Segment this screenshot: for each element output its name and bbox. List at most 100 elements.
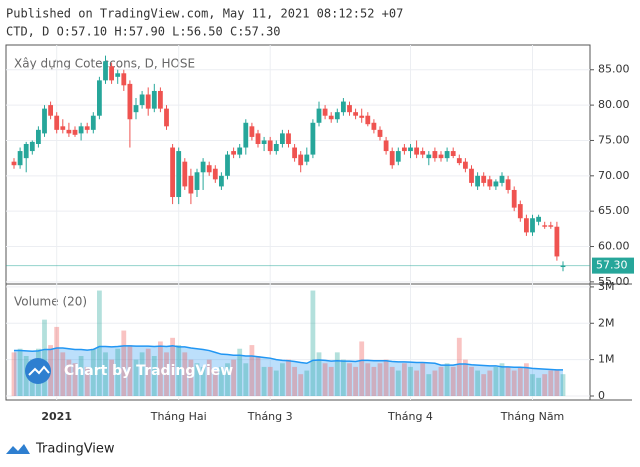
volume-bar	[267, 366, 273, 396]
volume-bar	[109, 359, 114, 396]
volume-bar	[414, 370, 419, 396]
x-tick-label: 2021	[41, 410, 72, 423]
volume-bar	[286, 359, 291, 396]
candle-body	[36, 129, 41, 144]
volume-bar	[554, 370, 560, 396]
candle-body	[60, 126, 66, 130]
volume-bar	[371, 366, 377, 396]
candle-body	[267, 140, 273, 152]
volume-bar	[463, 359, 468, 396]
candle-body	[78, 126, 84, 134]
volume-bar	[389, 366, 395, 396]
volume-bar	[420, 363, 426, 396]
candle-body	[426, 154, 432, 159]
candle-body	[188, 175, 194, 194]
candle-body	[103, 61, 108, 81]
volume-bar	[145, 348, 151, 396]
candle-body	[444, 151, 450, 159]
candle-body	[304, 154, 310, 162]
volume-bar	[255, 356, 261, 396]
volume-bar	[225, 363, 230, 396]
candle-body	[109, 66, 114, 81]
volume-bar	[158, 341, 163, 396]
volume-bar	[84, 366, 90, 396]
volume-bar	[444, 363, 450, 396]
watermark-glyph	[28, 365, 50, 376]
volume-bar	[365, 363, 371, 396]
candle-body	[54, 115, 60, 130]
last-price-label: 57.30	[596, 259, 628, 272]
candle-body	[139, 94, 145, 106]
volume-bar	[194, 363, 200, 396]
y-tick-label: 2M	[598, 316, 615, 329]
y-tick-label: 0	[598, 389, 605, 402]
volume-bar	[542, 374, 548, 396]
volume-bar	[121, 330, 127, 396]
volume-legend: Volume (20)	[14, 295, 87, 309]
candle-body	[414, 147, 419, 155]
candle-body	[371, 122, 377, 130]
candle-body	[560, 265, 566, 268]
candle-body	[536, 216, 541, 222]
candle-body	[42, 108, 47, 134]
volume-bar	[408, 366, 413, 396]
candle-body	[200, 161, 206, 173]
candle-body	[322, 108, 328, 116]
y-tick-label: 85.00	[598, 63, 630, 76]
candle-body	[377, 129, 383, 137]
candle-body	[23, 143, 29, 159]
volume-bar	[97, 290, 102, 396]
volume-bar	[206, 359, 212, 396]
candle-body	[249, 126, 255, 137]
volume-bar	[17, 348, 23, 396]
candle-body	[395, 151, 401, 162]
candle-body	[408, 147, 413, 152]
candle-body	[17, 151, 23, 166]
candle-body	[463, 161, 468, 169]
candle-body	[420, 151, 426, 155]
x-tick-label: Tháng Năm	[500, 410, 565, 423]
volume-bar	[402, 363, 407, 396]
footer-icon	[6, 444, 30, 454]
candle-body	[542, 225, 548, 227]
volume-bar	[517, 366, 523, 396]
volume-bar	[249, 345, 255, 396]
volume-bar	[103, 352, 108, 396]
volume-bar	[164, 352, 169, 396]
candle-body	[505, 179, 511, 190]
volume-bar	[11, 352, 17, 396]
candle-body	[481, 175, 487, 183]
candle-body	[493, 181, 499, 187]
candle-body	[29, 141, 35, 152]
candle-body	[499, 175, 505, 183]
candle-body	[121, 73, 127, 86]
candle-body	[450, 151, 456, 157]
footer-text: TradingView	[35, 442, 115, 457]
volume-bar	[188, 359, 194, 396]
candle-body	[182, 161, 188, 187]
volume-bar	[42, 319, 47, 396]
volume-bar	[341, 359, 346, 396]
candle-body	[438, 154, 444, 159]
candle-body	[66, 129, 72, 134]
volume-bar	[310, 290, 316, 396]
candle-body	[212, 168, 218, 180]
x-tick-label: Tháng Hai	[150, 410, 207, 423]
volume-bar	[499, 363, 505, 396]
volume-bar	[383, 359, 389, 396]
published: Published on TradingView.com, May 11, 20…	[6, 7, 403, 21]
volume-bar	[469, 366, 474, 396]
volume-bar	[505, 366, 511, 396]
volume-bar	[395, 370, 401, 396]
candle-body	[316, 108, 322, 123]
volume-bar	[432, 370, 438, 396]
volume-bar	[139, 352, 145, 396]
y-tick-label: 60.00	[598, 240, 630, 253]
volume-bar	[182, 352, 188, 396]
volume-bar	[426, 374, 432, 396]
candle-body	[84, 126, 90, 130]
candle-body	[170, 147, 175, 198]
volume-bar	[530, 374, 535, 396]
volume-bar	[127, 345, 133, 396]
